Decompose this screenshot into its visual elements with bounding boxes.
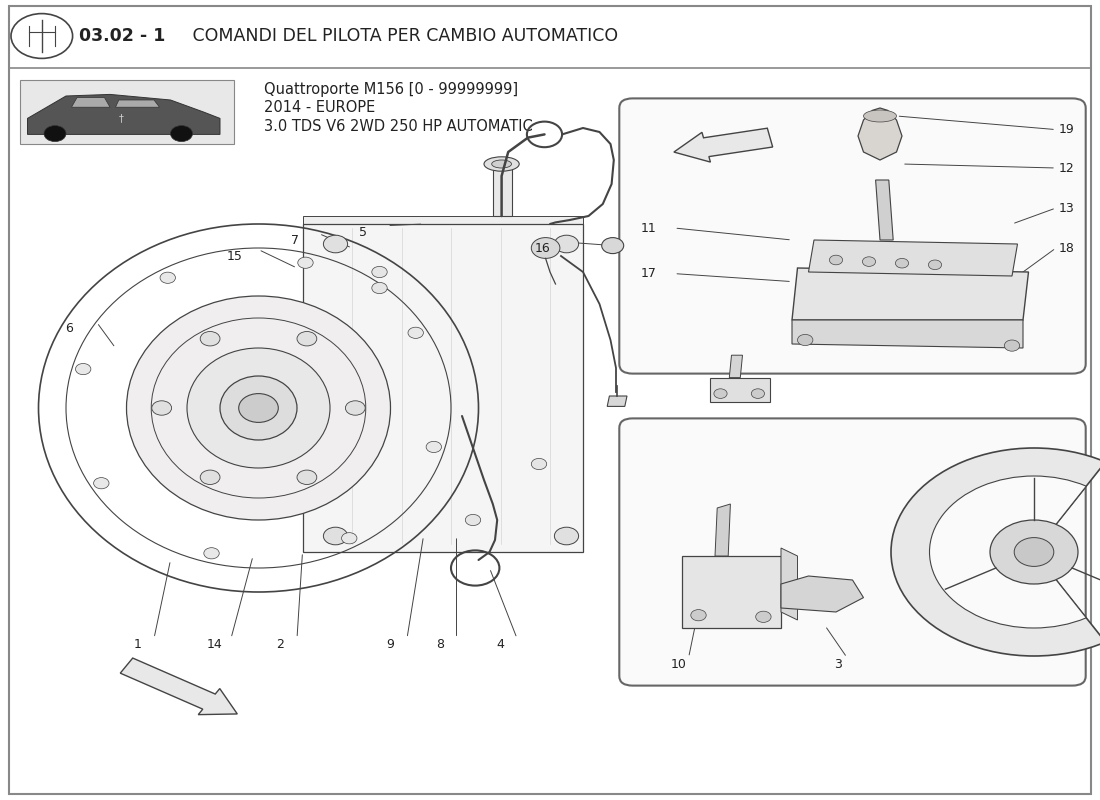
Circle shape	[239, 394, 278, 422]
Polygon shape	[781, 548, 798, 620]
Circle shape	[408, 327, 424, 338]
Ellipse shape	[484, 157, 519, 171]
Text: Quattroporte M156 [0 - 99999999]: Quattroporte M156 [0 - 99999999]	[264, 82, 518, 97]
Circle shape	[554, 527, 579, 545]
Text: 19: 19	[1059, 123, 1075, 136]
Polygon shape	[302, 224, 583, 552]
Circle shape	[297, 470, 317, 485]
Polygon shape	[858, 108, 902, 160]
Text: 8: 8	[436, 638, 444, 650]
Text: 3: 3	[834, 658, 843, 670]
Circle shape	[798, 334, 813, 346]
Polygon shape	[116, 100, 160, 107]
Circle shape	[372, 282, 387, 294]
Polygon shape	[607, 396, 627, 406]
Circle shape	[76, 363, 91, 374]
Text: 2014 - EUROPE: 2014 - EUROPE	[264, 101, 375, 115]
Polygon shape	[781, 576, 864, 612]
Circle shape	[323, 527, 348, 545]
Circle shape	[691, 610, 706, 621]
Circle shape	[862, 257, 876, 266]
Text: 15: 15	[227, 250, 242, 262]
Circle shape	[297, 331, 317, 346]
Circle shape	[298, 257, 314, 268]
Text: 12: 12	[1059, 162, 1075, 174]
Circle shape	[372, 266, 387, 278]
Wedge shape	[930, 476, 1087, 628]
Text: 6: 6	[65, 322, 74, 334]
Circle shape	[152, 401, 172, 415]
Circle shape	[714, 389, 727, 398]
Polygon shape	[729, 355, 743, 378]
Circle shape	[204, 548, 219, 559]
Circle shape	[323, 235, 348, 253]
Ellipse shape	[864, 110, 896, 122]
Text: 17: 17	[641, 267, 657, 280]
Text: 03.02 - 1: 03.02 - 1	[79, 27, 166, 45]
Text: 18: 18	[1059, 242, 1075, 254]
Text: COMANDI DEL PILOTA PER CAMBIO AUTOMATICO: COMANDI DEL PILOTA PER CAMBIO AUTOMATICO	[187, 27, 618, 45]
Circle shape	[531, 458, 547, 470]
Circle shape	[161, 272, 176, 283]
Polygon shape	[682, 556, 781, 628]
Circle shape	[200, 470, 220, 485]
Circle shape	[1004, 340, 1020, 351]
Text: 1: 1	[133, 638, 142, 650]
Circle shape	[990, 520, 1078, 584]
Text: 3.0 TDS V6 2WD 250 HP AUTOMATIC: 3.0 TDS V6 2WD 250 HP AUTOMATIC	[264, 119, 532, 134]
Text: 10: 10	[671, 658, 686, 670]
Circle shape	[751, 389, 764, 398]
Text: 13: 13	[1059, 202, 1075, 214]
Circle shape	[554, 235, 579, 253]
Circle shape	[895, 258, 909, 268]
Polygon shape	[792, 268, 1028, 320]
Polygon shape	[715, 504, 730, 556]
Polygon shape	[302, 216, 583, 224]
Polygon shape	[493, 168, 512, 216]
Text: 4: 4	[496, 638, 505, 650]
Text: 5: 5	[359, 226, 367, 238]
FancyBboxPatch shape	[619, 98, 1086, 374]
Polygon shape	[72, 98, 110, 107]
Polygon shape	[876, 180, 893, 240]
Polygon shape	[808, 240, 1018, 276]
Ellipse shape	[187, 348, 330, 468]
Circle shape	[426, 442, 441, 453]
FancyArrow shape	[120, 658, 238, 714]
Circle shape	[465, 514, 481, 526]
Circle shape	[200, 331, 220, 346]
Circle shape	[756, 611, 771, 622]
Circle shape	[531, 238, 560, 258]
Text: †: †	[119, 114, 123, 123]
Circle shape	[94, 478, 109, 489]
Circle shape	[928, 260, 942, 270]
Polygon shape	[28, 94, 220, 134]
Ellipse shape	[126, 296, 390, 520]
Text: 9: 9	[386, 638, 395, 650]
Ellipse shape	[220, 376, 297, 440]
Circle shape	[345, 401, 365, 415]
Text: 11: 11	[641, 222, 657, 234]
Circle shape	[44, 126, 66, 142]
Text: 14: 14	[207, 638, 222, 650]
Circle shape	[829, 255, 843, 265]
Text: 2: 2	[276, 638, 285, 650]
Circle shape	[341, 533, 356, 544]
FancyArrow shape	[674, 128, 772, 162]
FancyBboxPatch shape	[20, 80, 234, 144]
Polygon shape	[710, 378, 770, 402]
Circle shape	[1014, 538, 1054, 566]
Circle shape	[602, 238, 624, 254]
Text: 7: 7	[290, 234, 299, 246]
Text: 16: 16	[535, 242, 550, 254]
Polygon shape	[792, 320, 1023, 348]
Ellipse shape	[492, 160, 512, 168]
FancyBboxPatch shape	[619, 418, 1086, 686]
Circle shape	[170, 126, 192, 142]
Wedge shape	[891, 448, 1100, 656]
